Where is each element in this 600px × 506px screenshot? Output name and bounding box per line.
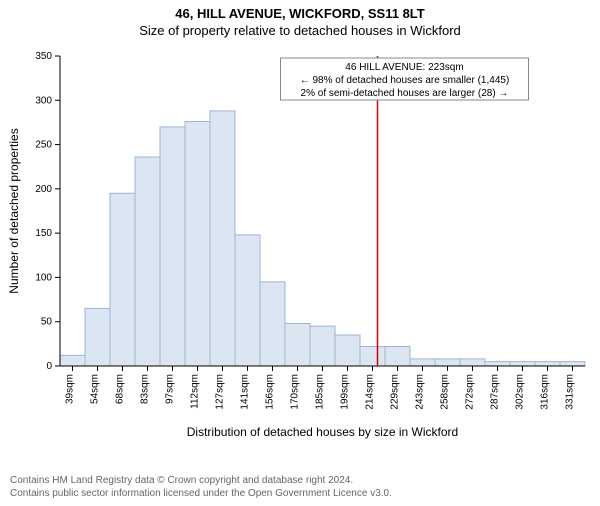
histogram-bar [110,193,135,366]
footer-line1: Contains HM Land Registry data © Crown c… [10,474,392,487]
annotation-line2: ← 98% of detached houses are smaller (1,… [300,75,510,86]
histogram-bar [460,359,485,366]
histogram-bar [485,362,510,366]
x-tick-label: 39sqm [65,374,76,404]
histogram-bar [60,355,85,366]
svg-text:350: 350 [35,51,52,62]
histogram-bar [85,308,110,366]
x-tick-label: 229sqm [390,374,401,410]
svg-text:100: 100 [35,272,52,283]
x-tick-label: 185sqm [315,374,326,410]
x-tick-label: 54sqm [90,374,101,404]
annotation-line1: 46 HILL AVENUE: 223sqm [345,62,463,73]
x-tick-label: 127sqm [215,374,226,410]
histogram-bar [335,335,360,366]
svg-text:200: 200 [35,184,52,195]
x-tick-label: 302sqm [515,374,526,410]
svg-text:300: 300 [35,95,52,106]
histogram-bar [185,122,210,366]
x-tick-label: 141sqm [240,374,251,410]
histogram-bar [235,235,260,366]
x-tick-label: 97sqm [165,374,176,404]
x-tick-label: 287sqm [490,374,501,410]
histogram-bar [160,127,185,366]
x-tick-label: 156sqm [265,374,276,410]
x-tick-label: 83sqm [140,374,151,404]
footer-line2: Contains public sector information licen… [10,487,392,500]
annotation-line3: 2% of semi-detached houses are larger (2… [301,88,509,99]
histogram-chart: 0 50 100 150 200 250 300 350 39sqm 54sqm 68sqm 83sq… [0,46,600,446]
title-line1: 46, HILL AVENUE, WICKFORD, SS11 8LT [0,6,600,21]
histogram-bar [285,323,310,366]
x-tick-label: 68sqm [115,374,126,404]
x-axis-label: Distribution of detached houses by size … [187,425,458,439]
histogram-bar [410,359,435,366]
histogram-bar [135,157,160,366]
histogram-bar [435,359,460,366]
histogram-bar [510,362,535,366]
x-tick-label: 112sqm [190,374,201,409]
footer: Contains HM Land Registry data © Crown c… [10,474,392,500]
x-tick-label: 214sqm [365,374,376,410]
histogram-bar [535,362,560,366]
histogram-bar [260,282,285,366]
svg-text:250: 250 [35,140,52,151]
y-axis-label: Number of detached properties [7,128,21,293]
x-tick-label: 243sqm [415,374,426,410]
x-tick-label: 170sqm [290,374,301,410]
histogram-bar [310,326,335,366]
svg-text:150: 150 [35,228,52,239]
x-tick-label: 316sqm [540,374,551,410]
x-tick-label: 331sqm [565,374,576,410]
x-tick-label: 199sqm [340,374,351,410]
x-tick-label: 258sqm [440,374,451,410]
histogram-bar [360,347,385,366]
histogram-bar [385,347,410,366]
histogram-bar [210,111,235,366]
histogram-bar [560,362,585,366]
x-tick-label: 272sqm [465,374,476,410]
svg-text:0: 0 [46,361,52,372]
title-line2: Size of property relative to detached ho… [0,23,600,38]
svg-text:50: 50 [41,317,53,328]
